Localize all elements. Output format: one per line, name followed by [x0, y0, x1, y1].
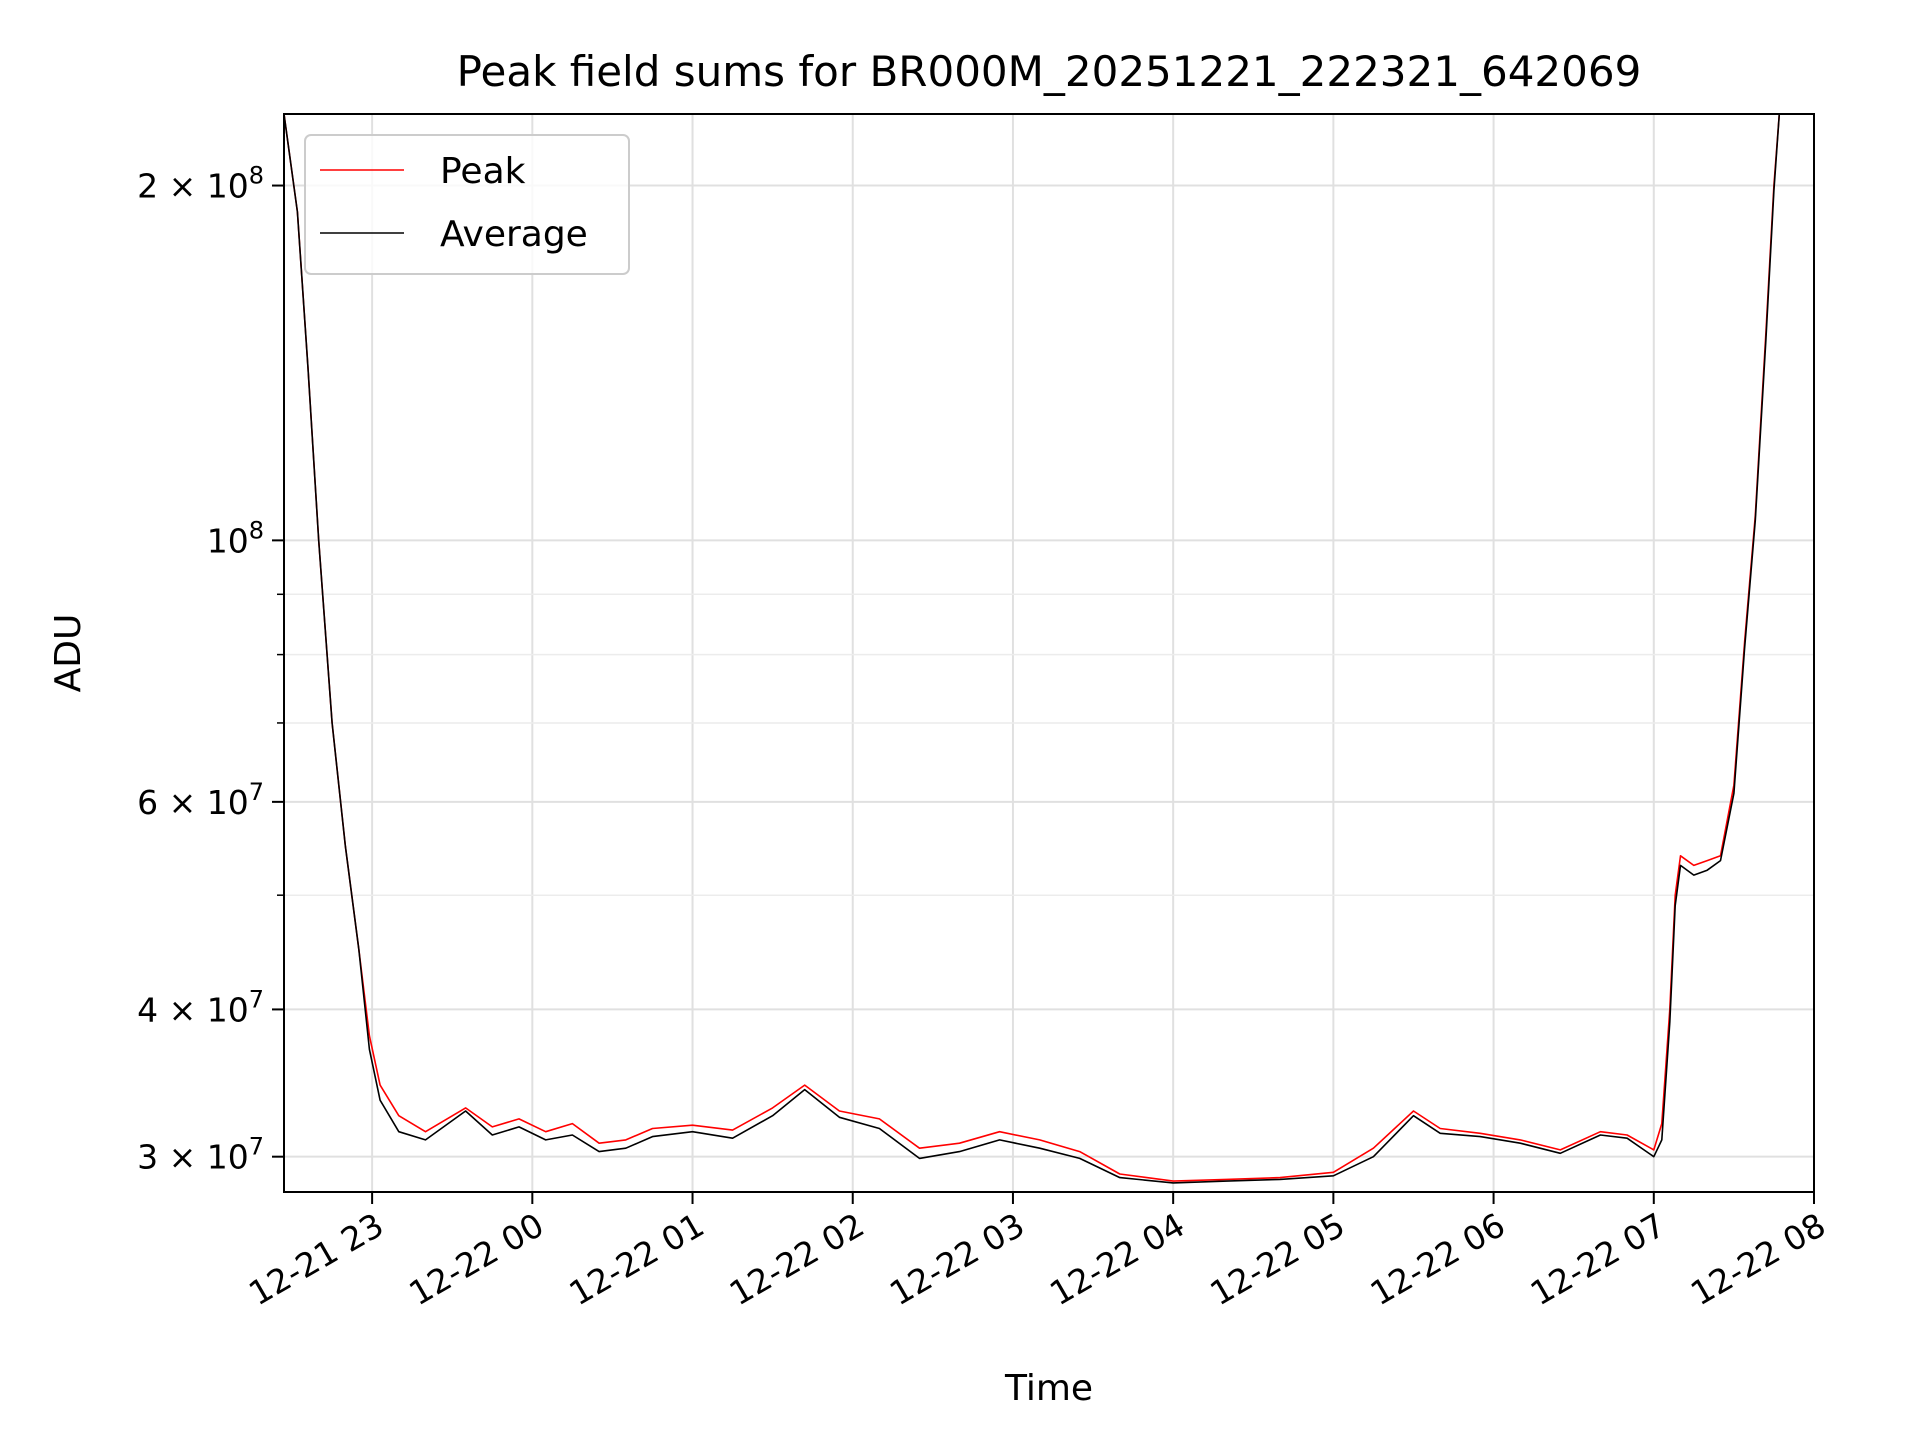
y-tick-label: 3 × 107: [137, 1133, 264, 1177]
series-line-peak: [284, 114, 1781, 1182]
plot-area-background: [284, 114, 1814, 1192]
legend: Peak Average: [304, 134, 630, 275]
series-lines: [284, 114, 1781, 1184]
series-line-average: [284, 114, 1781, 1184]
plot-frame: [283, 113, 1815, 1193]
chart-title: Peak field sums for BR000M_20251221_2223…: [457, 47, 1642, 96]
legend-label-average: Average: [440, 214, 588, 255]
grid-lines: [284, 114, 1814, 1192]
y-axis-label: ADU: [48, 614, 89, 693]
y-tick-label: 108: [207, 516, 264, 560]
x-axis-label: Time: [1004, 1368, 1093, 1409]
y-tick-label: 6 × 107: [137, 778, 264, 822]
y-tick-label: 2 × 108: [137, 162, 264, 206]
legend-label-peak: Peak: [440, 151, 526, 192]
y-axis-ticks: 3 × 107 4 × 107 6 × 107 108 2 × 108: [137, 162, 284, 1177]
y-tick-label: 4 × 107: [137, 985, 264, 1029]
